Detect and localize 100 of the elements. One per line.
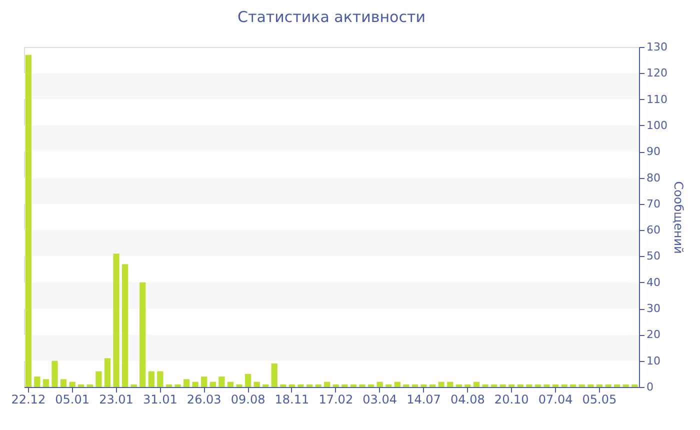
x-tick-label: 14.07	[406, 392, 441, 406]
bar	[122, 264, 128, 387]
x-tick-label: 05.01	[55, 392, 90, 406]
bar	[42, 379, 50, 387]
bar	[526, 384, 532, 387]
y-tick-label: 110	[646, 92, 668, 106]
x-tick-label: 09.08	[230, 392, 266, 406]
bar	[490, 384, 498, 387]
bar	[614, 384, 620, 387]
bar	[288, 384, 296, 387]
bar	[140, 282, 146, 387]
bar	[52, 360, 58, 387]
bar	[534, 384, 542, 387]
y-tick-label: 20	[646, 328, 660, 342]
bar	[588, 384, 594, 387]
x-tick-label: 07.04	[538, 392, 573, 406]
y-tick-label: 130	[646, 40, 668, 54]
bar	[271, 363, 278, 387]
y-tick-label: 50	[646, 250, 660, 263]
bar	[429, 384, 436, 387]
x-tick-label: 03.04	[362, 392, 397, 406]
bar	[368, 384, 374, 387]
y-tick-label: 120	[646, 66, 668, 80]
bar	[552, 384, 559, 387]
bar	[157, 371, 164, 387]
bar	[632, 384, 638, 387]
bar	[350, 384, 357, 387]
y-tick-label: 100	[646, 118, 668, 132]
bar	[201, 376, 208, 387]
y-tick-label: 30	[646, 302, 660, 316]
bar	[508, 384, 515, 387]
y-tick-label: 60	[646, 224, 660, 237]
bar	[236, 384, 242, 387]
x-tick-label: 26.03	[186, 392, 222, 406]
bar	[622, 384, 629, 387]
y-tick-label: 80	[646, 171, 660, 184]
bar	[332, 384, 339, 387]
bar	[69, 382, 76, 387]
bar	[113, 254, 120, 387]
bar	[280, 384, 286, 387]
bar	[60, 379, 67, 387]
bar	[298, 384, 304, 387]
bar	[254, 382, 260, 387]
bar	[174, 384, 181, 387]
x-tick-label: 31.01	[143, 392, 178, 406]
bar	[342, 384, 348, 387]
y-axis-title: Сообщений	[671, 181, 686, 254]
bar	[130, 384, 137, 387]
bar	[210, 382, 216, 387]
y-tick-label: 90	[646, 145, 660, 158]
bar	[183, 379, 190, 387]
y-tick-label: 40	[646, 276, 660, 289]
bar	[473, 382, 480, 387]
x-tick-label: 05.05	[582, 392, 617, 406]
bar	[605, 384, 612, 387]
bar	[324, 382, 330, 387]
y-tick-label: 70	[646, 197, 660, 210]
bar	[403, 384, 410, 387]
bar	[561, 384, 568, 387]
bar	[148, 371, 154, 387]
bar	[517, 384, 524, 387]
bar	[218, 376, 225, 387]
bar	[570, 384, 576, 387]
bar	[192, 382, 198, 387]
bar	[386, 384, 392, 387]
bar	[376, 382, 383, 387]
y-tick-label: 0	[646, 380, 654, 394]
bar	[315, 384, 322, 387]
bar	[166, 384, 172, 387]
bar	[500, 384, 506, 387]
bar	[25, 54, 32, 387]
bar	[394, 382, 400, 387]
bar	[96, 371, 102, 387]
x-tick-label: 22.12	[11, 392, 46, 406]
bar	[464, 384, 471, 387]
bar	[227, 382, 234, 387]
chart-title: Статистика активности	[238, 8, 426, 26]
bar	[420, 384, 427, 387]
bar	[447, 382, 454, 387]
x-tick-label: 18.11	[274, 392, 310, 406]
bar	[438, 382, 444, 387]
bar	[262, 384, 269, 387]
bar	[244, 374, 252, 387]
bar	[456, 384, 462, 387]
bar	[104, 358, 111, 387]
bar	[78, 384, 84, 387]
bar	[578, 384, 585, 387]
x-tick-label: 04.08	[450, 392, 485, 406]
bar	[359, 384, 366, 387]
x-tick-label: 20.10	[494, 392, 529, 406]
x-tick-label: 23.01	[99, 392, 134, 406]
bar	[412, 384, 418, 387]
x-tick-label: 17.02	[318, 392, 354, 406]
bar	[306, 384, 313, 387]
bar	[34, 376, 40, 387]
bar	[596, 384, 603, 387]
bar	[482, 384, 488, 387]
bar	[86, 384, 93, 387]
bar	[544, 384, 550, 387]
y-tick-label: 10	[646, 354, 660, 368]
